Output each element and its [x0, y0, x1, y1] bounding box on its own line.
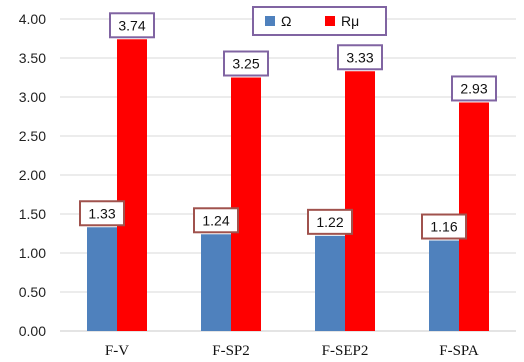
- bar-rmu-f-sep2: [345, 71, 375, 331]
- x-tick-label: F-SEP2: [322, 343, 369, 359]
- data-label-border: [421, 213, 467, 240]
- x-axis-ticks: F-V F-SP2 F-SEP2 F-SPA: [105, 343, 479, 359]
- data-label-border: [307, 208, 353, 235]
- bars: [87, 39, 489, 332]
- data-label: 1.33: [88, 205, 115, 221]
- data-label-border: [337, 44, 383, 71]
- data-label-border: [451, 75, 497, 102]
- y-tick-label: 4.00: [19, 11, 46, 27]
- legend-swatch-omega: [265, 16, 275, 26]
- data-label-box: 3.74: [109, 12, 155, 39]
- data-label-box: 3.33: [337, 44, 383, 71]
- legend-label-omega: Ω: [281, 13, 291, 29]
- data-label: 1.22: [316, 214, 343, 230]
- data-label: 3.74: [118, 17, 145, 33]
- bar-omega-f-v: [87, 227, 117, 331]
- bar-omega-f-spa: [429, 240, 459, 331]
- legend: Ω Rμ: [252, 6, 387, 36]
- y-tick-label: 3.00: [19, 89, 46, 105]
- data-label: 3.33: [346, 49, 373, 65]
- data-label: 1.24: [202, 212, 229, 228]
- x-tick-label: F-V: [105, 343, 129, 359]
- data-label-border: [79, 200, 125, 227]
- data-label: 2.93: [460, 80, 487, 96]
- data-label-box: 1.24: [193, 207, 239, 234]
- y-tick-label: 2.00: [19, 167, 46, 183]
- y-tick-label: 3.50: [19, 50, 46, 66]
- x-tick-label: F-SPA: [439, 343, 479, 359]
- legend-border: [252, 6, 387, 36]
- legend-swatch-rmu: [325, 16, 335, 26]
- y-tick-label: 2.50: [19, 128, 46, 144]
- y-axis-ticks: 0.00 0.50 1.00 1.50 2.00 2.50 3.00 3.50 4.00: [19, 11, 46, 339]
- y-tick-label: 0.00: [19, 323, 46, 339]
- data-label-border: [193, 207, 239, 234]
- y-tick-label: 0.50: [19, 284, 46, 300]
- y-tick-label: 1.50: [19, 206, 46, 222]
- bar-omega-f-sep2: [315, 235, 345, 331]
- bar-omega-f-sp2: [201, 234, 231, 331]
- data-label: 3.25: [232, 56, 259, 72]
- data-label-box: 3.25: [223, 50, 269, 77]
- y-tick-label: 1.00: [19, 245, 46, 261]
- data-label-box: 1.16: [421, 213, 467, 240]
- bar-rmu-f-v: [117, 39, 147, 331]
- data-label-box: 1.22: [307, 208, 353, 235]
- x-tick-label: F-SP2: [212, 343, 250, 359]
- data-label-border: [109, 12, 155, 39]
- data-label: 1.16: [430, 219, 457, 235]
- data-labels: 1.33 3.74 1.24 3.25 1.22 3.33 1.16 2.93: [79, 12, 497, 240]
- legend-label-rmu: Rμ: [341, 13, 359, 29]
- bar-rmu-f-sp2: [231, 77, 261, 331]
- data-label-box: 1.33: [79, 200, 125, 227]
- data-label-border: [223, 50, 269, 77]
- data-label-box: 2.93: [451, 75, 497, 102]
